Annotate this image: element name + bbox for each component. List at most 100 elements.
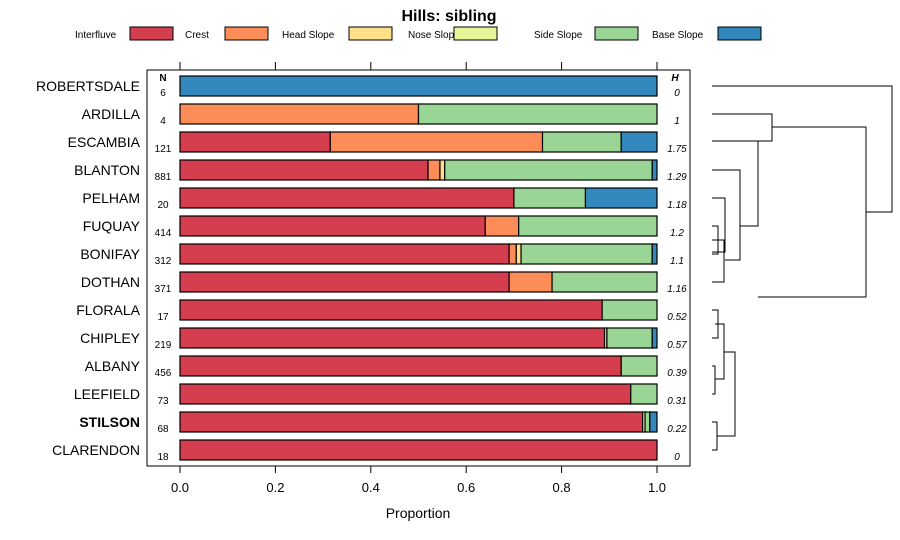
bar-segment [179, 103, 420, 125]
dendrogram-link [712, 421, 718, 451]
bar-segment [601, 299, 658, 321]
soil-label: CHIPLEY [80, 330, 141, 346]
soil-label: ESCAMBIA [68, 134, 141, 150]
n-value: 121 [155, 144, 172, 155]
h-value: 1.29 [667, 172, 687, 183]
x-tick-label: 0.4 [362, 480, 380, 495]
x-tick-label: 1.0 [648, 480, 666, 495]
bar-segment [179, 355, 622, 377]
bar-segment [651, 327, 658, 349]
dendrogram-link [712, 169, 741, 261]
dendrogram-link [712, 140, 759, 227]
chart-title: Hills: sibling [401, 8, 496, 25]
bar-segment [417, 103, 658, 125]
h-value: 1 [674, 116, 680, 127]
n-value: 17 [157, 312, 169, 323]
bar-segment [520, 243, 653, 265]
soil-label: STILSON [79, 414, 140, 430]
legend: Interfluve Crest Head Slope Nose Slope Side … [75, 26, 762, 41]
bar-segment [620, 355, 658, 377]
bar-segment [630, 383, 658, 405]
bar-segment [179, 159, 429, 181]
row-labels: ROBERTSDALE 6 0 ARDILLA 4 1 ESCAMBIA 121 1.75 BLA… [36, 78, 687, 463]
n-value: 73 [157, 396, 169, 407]
bar-segment [508, 243, 517, 265]
bar-segment [444, 159, 653, 181]
n-value: 371 [155, 284, 172, 295]
n-value: 881 [155, 172, 172, 183]
h-value: 0.52 [667, 312, 687, 323]
soil-label: CLARENDON [52, 442, 140, 458]
h-value: 1.18 [667, 200, 687, 211]
h-value: 0.31 [667, 396, 686, 407]
x-axis: 0.0 0.2 0.4 0.6 0.8 1.0 [171, 62, 666, 495]
dendrogram-link [712, 85, 893, 213]
n-value: 20 [157, 200, 169, 211]
bar-segment [179, 411, 644, 433]
bar-segment [649, 411, 658, 433]
legend-swatch [594, 26, 639, 41]
bar-segment [651, 159, 658, 181]
bar-segment [644, 411, 651, 433]
legend-label: Crest [185, 30, 209, 41]
bar-segment [329, 131, 544, 153]
legend-swatch [453, 26, 498, 41]
dendrogram-link [712, 365, 716, 395]
x-axis-label: Proportion [386, 505, 451, 521]
bar-segment [179, 187, 515, 209]
dendrogram [712, 85, 893, 451]
bar-segment [179, 75, 658, 97]
bars-layer [179, 75, 658, 461]
n-value: 312 [155, 256, 172, 267]
soil-label: FLORALA [76, 302, 140, 318]
legend-swatch [224, 26, 269, 41]
soil-label: FUQUAY [83, 218, 141, 234]
n-column-header: N [159, 73, 166, 84]
soil-label: PELHAM [82, 190, 140, 206]
bar-segment [620, 131, 658, 153]
dendrogram-link [758, 126, 867, 298]
soil-label: ARDILLA [82, 106, 141, 122]
x-tick-label: 0.8 [553, 480, 571, 495]
h-value: 0.39 [667, 368, 687, 379]
n-value: 219 [155, 340, 172, 351]
h-value: 0.57 [667, 340, 687, 351]
h-value: 1.75 [667, 144, 687, 155]
n-value: 18 [157, 452, 169, 463]
soil-label: DOTHAN [81, 274, 140, 290]
legend-label: Interfluve [75, 30, 117, 41]
bar-segment [179, 271, 510, 293]
dendrogram-link [712, 113, 773, 142]
dendrogram-link [717, 351, 736, 437]
soil-label: BLANTON [74, 162, 140, 178]
legend-label: Nose Slope [408, 30, 460, 41]
bar-segment [439, 159, 446, 181]
h-column-header: H [671, 73, 679, 84]
h-value: 0.22 [667, 424, 687, 435]
bar-segment [518, 215, 658, 237]
x-tick-label: 0.2 [266, 480, 284, 495]
soil-label: LEEFIELD [74, 386, 140, 402]
bar-segment [513, 187, 587, 209]
bar-segment [179, 383, 632, 405]
legend-label: Head Slope [282, 30, 335, 41]
h-value: 1.1 [670, 256, 684, 267]
soil-label: ROBERTSDALE [36, 78, 140, 94]
bar-segment [541, 131, 622, 153]
bar-segment [551, 271, 658, 293]
h-value: 0 [674, 88, 680, 99]
soil-label: ALBANY [85, 358, 141, 374]
bar-segment [179, 299, 603, 321]
bar-segment [179, 439, 658, 461]
soil-label: BONIFAY [80, 246, 140, 262]
bar-segment [606, 327, 653, 349]
bar-segment [651, 243, 658, 265]
n-value: 4 [160, 116, 166, 127]
bar-segment [508, 271, 553, 293]
bar-segment [427, 159, 441, 181]
legend-swatch [348, 26, 393, 41]
n-value: 6 [160, 88, 166, 99]
x-tick-label: 0.0 [171, 480, 189, 495]
h-value: 1.2 [670, 228, 684, 239]
